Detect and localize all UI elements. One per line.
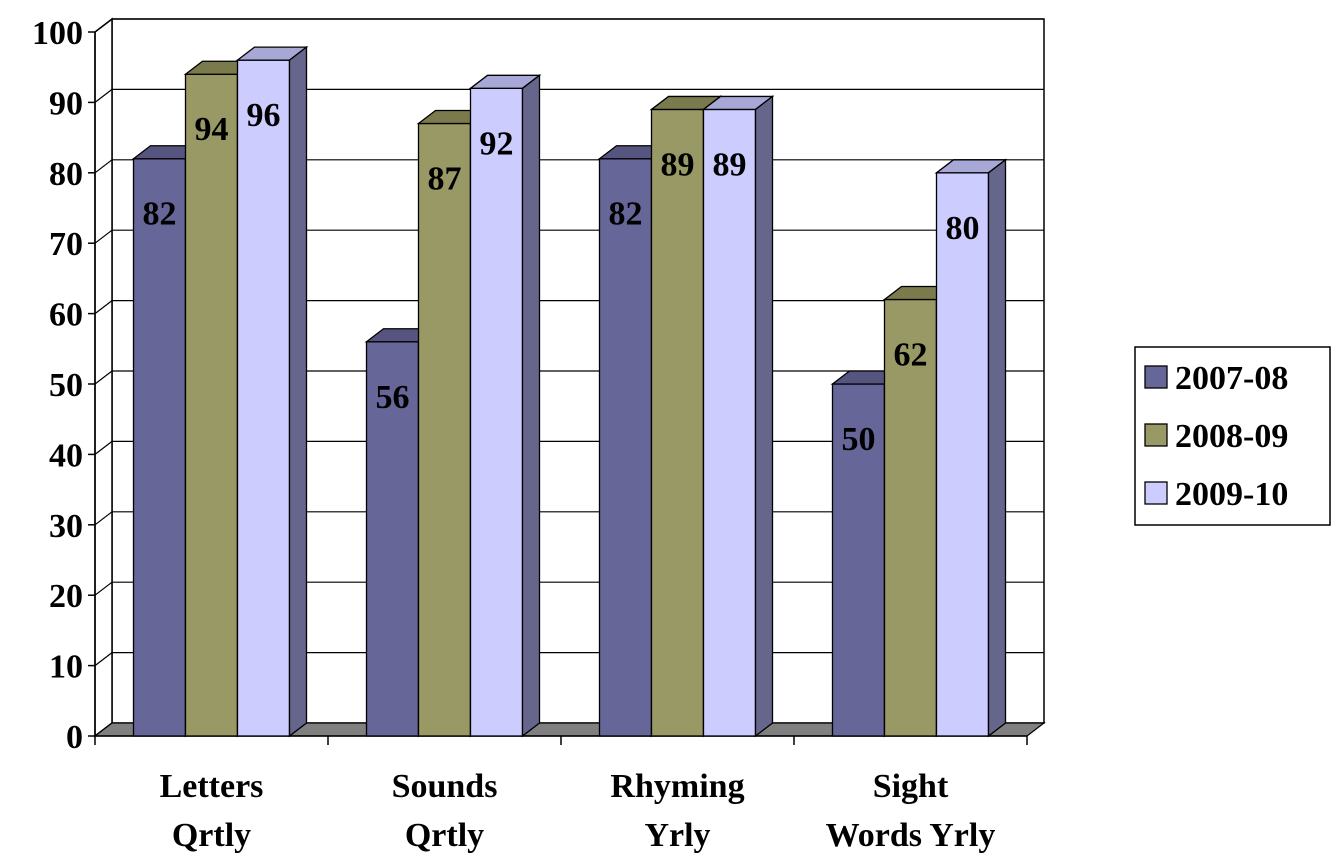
bar-front	[469, 87, 524, 737]
legend-label: 2008-09	[1175, 418, 1288, 455]
data-label: 89	[713, 146, 747, 183]
x-axis-ticks: Letters Qrtly Sounds Qrtly Rhyming Yrly Sight W…	[160, 768, 996, 854]
bar-side	[754, 95, 774, 738]
x-tick-label: Letters	[160, 768, 264, 805]
bar-front	[650, 108, 705, 737]
y-tick-label: 90	[49, 85, 83, 122]
bar	[468, 74, 542, 738]
y-tick-label: 80	[49, 156, 83, 193]
data-label: 92	[480, 125, 514, 162]
bar-front	[935, 172, 990, 737]
y-tick-label: 60	[49, 297, 83, 334]
bar-front	[883, 298, 938, 737]
data-label: 56	[376, 379, 410, 416]
y-tick-label: 50	[49, 367, 83, 404]
data-label: 89	[661, 146, 695, 183]
data-label: 87	[428, 161, 462, 198]
bars	[131, 45, 1008, 738]
bar-front	[598, 158, 653, 737]
bar-side	[288, 45, 308, 738]
y-tick-label: 0	[66, 719, 83, 756]
data-label: 82	[609, 196, 643, 233]
legend-swatch	[1144, 365, 1168, 389]
data-label: 80	[946, 210, 980, 247]
x-tick-label: Qrtly	[405, 817, 484, 854]
legend-swatch	[1144, 481, 1168, 505]
legend-label: 2007-08	[1175, 360, 1288, 397]
x-tick-label: Qrtly	[172, 817, 251, 854]
gridline	[94, 18, 1044, 33]
y-tick-label: 20	[49, 578, 83, 615]
y-tick-label: 100	[32, 15, 83, 52]
data-label: 94	[195, 111, 229, 148]
x-tick-label: Words Yrly	[826, 817, 996, 854]
data-label: 96	[247, 97, 281, 134]
data-labels: 82 94 96 56 87 92 82 89 89 50 62 80	[143, 97, 980, 458]
y-tick-label: 70	[49, 226, 83, 263]
bar-front	[831, 383, 886, 737]
x-tick-label: Sight	[873, 768, 949, 805]
bar	[701, 95, 775, 738]
bar-side	[987, 158, 1007, 738]
bar-front	[236, 59, 291, 737]
bar-front	[417, 122, 472, 737]
bar	[235, 45, 309, 738]
data-label: 82	[143, 196, 177, 233]
x-tick-label: Sounds	[392, 768, 498, 805]
bar-front	[702, 108, 757, 737]
bar-front	[184, 73, 239, 737]
y-tick-label: 10	[49, 649, 83, 686]
x-tick-label: Yrly	[644, 817, 710, 854]
gridline	[94, 88, 1044, 103]
legend: 2007-08 2008-09 2009-10	[1134, 346, 1331, 526]
bar-front	[132, 158, 187, 737]
legend-label: 2009-10	[1175, 476, 1288, 513]
legend-swatch	[1144, 423, 1168, 447]
data-label: 62	[894, 337, 928, 374]
bar-side	[521, 74, 541, 738]
y-tick-label: 40	[49, 437, 83, 474]
bar-front	[365, 341, 420, 737]
bar	[934, 158, 1008, 738]
data-label: 50	[842, 421, 876, 458]
y-axis-ticks: 0 10 20 30 40 50 60 70 80 90 100	[32, 15, 83, 756]
y-tick-label: 30	[49, 508, 83, 545]
x-tick-label: Rhyming	[610, 768, 744, 805]
